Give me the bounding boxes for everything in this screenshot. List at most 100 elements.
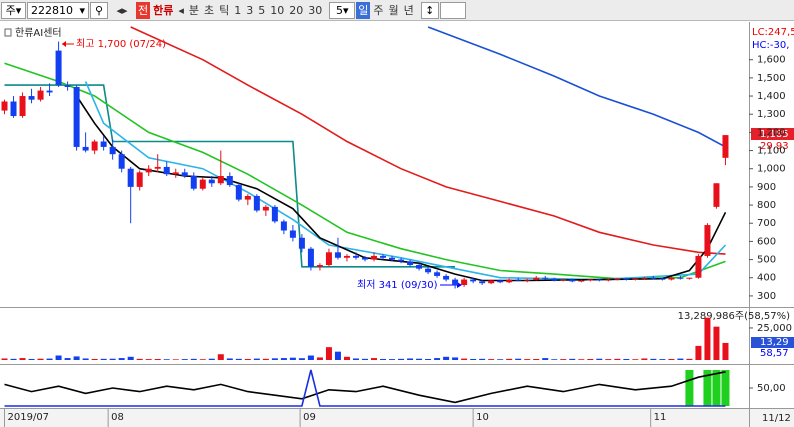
candle-body [55, 50, 62, 86]
candle-body [271, 206, 278, 222]
volume-bar [10, 358, 17, 360]
x-tick-label: 09 [303, 412, 316, 423]
code-input[interactable]: 222810 ▾ [27, 1, 89, 19]
volume-bar [226, 358, 233, 360]
candle-body [307, 248, 314, 267]
candle-body [226, 175, 233, 186]
volume-bar [623, 358, 630, 360]
period-button[interactable]: 초 [204, 4, 215, 17]
candle-body [407, 261, 414, 266]
market-select[interactable]: 주 ▾ [1, 1, 26, 19]
candle-body [127, 168, 134, 187]
search-button[interactable]: ⚲ [90, 1, 108, 19]
low-arrowhead [457, 282, 462, 288]
scale-button[interactable]: ↕ [420, 1, 439, 19]
volume-bar [650, 358, 657, 360]
volume-bar [398, 358, 405, 360]
period-button[interactable]: 30 [308, 3, 323, 17]
period-buttons: 분 초 틱 1 3 5 10 20 30 [187, 2, 324, 19]
volume-bar [515, 358, 522, 360]
candle-body [623, 278, 630, 280]
volume-bar [569, 358, 576, 360]
candle-body [73, 86, 80, 147]
volume-label-box [751, 337, 794, 348]
volume-bar [298, 358, 305, 360]
signal-bar [712, 370, 721, 406]
prev-button[interactable]: ◂ [178, 3, 184, 17]
volume-bar [253, 358, 260, 360]
mode-button[interactable]: 전 [136, 1, 151, 19]
period-button[interactable]: 틱 [219, 4, 230, 17]
volume-bar [73, 356, 80, 360]
candle-body [1, 101, 8, 111]
candle-body [181, 172, 188, 176]
period-button[interactable]: 3 [246, 3, 254, 17]
volume-bar [497, 359, 504, 360]
unit-button[interactable]: 년 [403, 4, 414, 17]
volume-bar [524, 359, 531, 360]
volume-bar [614, 358, 621, 360]
volume-bar [533, 358, 540, 360]
unit-button[interactable]: 월 [388, 4, 399, 17]
candle-body [542, 277, 549, 279]
count-select[interactable]: 5 ▾ [329, 1, 356, 19]
high-arrowhead [62, 41, 66, 47]
volume-bar [208, 358, 215, 360]
volume-bar [668, 358, 675, 360]
candle-body [172, 172, 179, 175]
signal-bar [703, 370, 712, 406]
volume-bar [199, 359, 206, 360]
volume-last-label: 13,29 [760, 337, 789, 348]
candle-body [316, 265, 323, 267]
volume-bar [425, 358, 432, 360]
volume-bar [1, 358, 8, 360]
moving-average-line [4, 62, 726, 280]
candle-body [154, 166, 161, 169]
candle-body [389, 257, 396, 260]
volume-bar [100, 358, 107, 360]
candle-body [325, 252, 332, 266]
chart-background [0, 22, 794, 408]
candle-body [497, 280, 504, 283]
volume-bar [19, 358, 26, 360]
candle-body [19, 96, 26, 117]
signal-bar [685, 370, 694, 406]
volume-bar [280, 358, 287, 360]
candle-body [253, 195, 260, 211]
period-button[interactable]: 5 [258, 3, 266, 17]
volume-bar [578, 359, 585, 360]
y-tick-label: 1,100 [757, 146, 786, 157]
candle-body [650, 277, 657, 279]
candle-body [587, 279, 594, 281]
unit-button[interactable]: 일 [356, 1, 371, 19]
period-button[interactable]: 10 [270, 3, 285, 17]
candle-body [398, 259, 405, 262]
volume-bar [632, 359, 639, 360]
volume-bar [325, 347, 332, 360]
volume-bar [127, 356, 134, 360]
sound-button[interactable]: ◂▸ [116, 3, 128, 17]
candle-body [614, 278, 621, 280]
signal-bar [721, 370, 730, 406]
volume-bar [172, 359, 179, 360]
x-tick-label: 10 [476, 412, 489, 423]
hc-label: HC:-30, [752, 40, 789, 51]
count: 5 [336, 3, 344, 17]
volume-bar [659, 359, 666, 360]
volume-bar [695, 345, 702, 360]
candle-body [551, 278, 558, 281]
stock-name: 한류 [153, 4, 174, 17]
candle-body [668, 277, 675, 280]
volume-ratio-label: 58,57 [760, 348, 789, 359]
candle-body [343, 255, 350, 258]
candle-body [244, 195, 251, 200]
candle-body [262, 206, 269, 211]
candle-body [452, 279, 459, 286]
period-button[interactable]: 분 [188, 4, 200, 17]
unit-button[interactable]: 주 [373, 4, 384, 17]
blank-input[interactable] [439, 1, 466, 19]
candle-body [569, 279, 576, 282]
period-button[interactable]: 1 [234, 3, 242, 17]
period-button[interactable]: 20 [289, 3, 304, 17]
